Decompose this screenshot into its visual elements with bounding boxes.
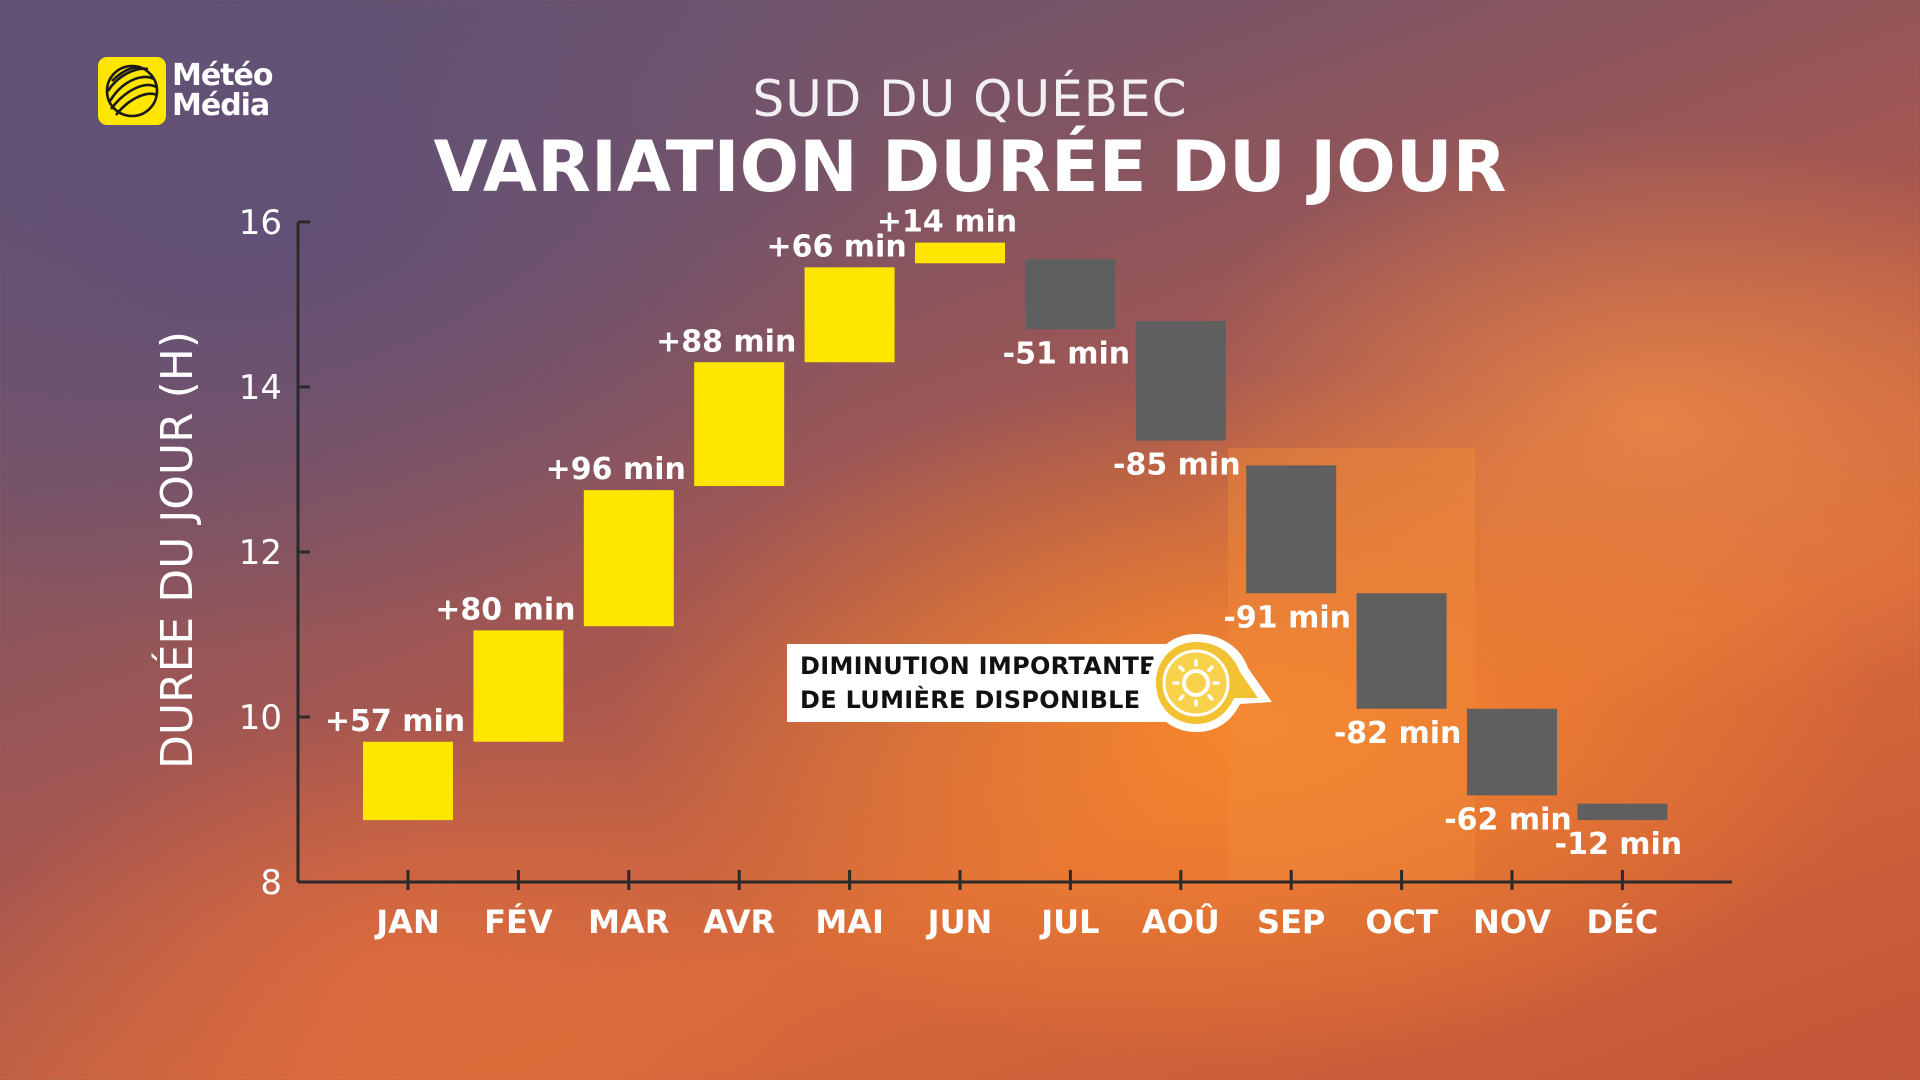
bar-5	[804, 267, 895, 363]
bar-value-label: -62 min	[1444, 802, 1572, 837]
y-tick-label: 12	[239, 533, 282, 573]
month-label: MAI	[815, 903, 884, 941]
chart-subtitle: SUD DU QUÉBEC	[752, 70, 1188, 128]
chart-title: VARIATION DURÉE DU JOUR	[433, 126, 1507, 208]
bar-9	[1246, 465, 1337, 594]
y-tick-label: 8	[260, 863, 282, 903]
month-label: FÉV	[484, 903, 553, 941]
bar-labels-group: +57 min +80 min +96 min +88 min +66 min+14 m…	[325, 205, 1682, 863]
callout-line-2: DE LUMIÈRE DISPONIBLE	[800, 686, 1141, 714]
bar-7	[1025, 259, 1116, 330]
month-label: NOV	[1473, 903, 1551, 941]
meteomedia-logo: Météo Média	[98, 57, 273, 125]
y-tick-label: 16	[239, 203, 282, 243]
month-label: AVR	[703, 903, 775, 941]
bar-value-label: +14 min	[877, 205, 1017, 240]
month-label: DÉC	[1586, 903, 1658, 941]
month-label: JUN	[926, 903, 993, 941]
bar-value-label: +88 min	[656, 324, 796, 359]
y-axis-label: DURÉE DU JOUR (H)	[150, 331, 203, 769]
bar-value-label: -91 min	[1223, 600, 1351, 635]
bar-8	[1135, 321, 1226, 441]
bar-6	[915, 242, 1005, 264]
month-label: JAN	[374, 903, 439, 941]
bar-11	[1467, 708, 1557, 796]
month-label: JUL	[1039, 903, 1099, 941]
brand-name: Météo Média	[172, 61, 273, 121]
bars-group	[363, 242, 1668, 821]
month-label: MAR	[588, 903, 669, 941]
globe-logo-icon	[98, 57, 166, 125]
bar-12	[1577, 803, 1668, 821]
bar-value-label: +66 min	[766, 229, 906, 264]
brand-line-2: Média	[172, 88, 270, 123]
y-tick-label: 10	[239, 698, 282, 738]
bar-value-label: +80 min	[435, 592, 575, 627]
x-ticks-group: JAN FÉV MAR AVR MAI JUN JUL AOÛ SEP OCT NOV DÉC	[374, 870, 1658, 941]
bar-3	[583, 490, 674, 627]
brand-line-1: Météo	[172, 58, 273, 93]
bar-10	[1356, 593, 1447, 709]
bar-value-label: -51 min	[1003, 336, 1131, 371]
bar-value-label: -12 min	[1555, 827, 1683, 862]
bar-value-label: +57 min	[325, 704, 465, 739]
y-tick-label: 14	[239, 368, 282, 408]
month-label: OCT	[1365, 903, 1438, 941]
month-label: SEP	[1257, 903, 1325, 941]
bar-value-label: +96 min	[546, 452, 686, 487]
bar-1	[363, 741, 453, 821]
callout-box: DIMINUTION IMPORTANTE DE LUMIÈRE DISPONI…	[787, 644, 1177, 722]
bar-value-label: -85 min	[1113, 448, 1241, 483]
callout-line-1: DIMINUTION IMPORTANTE	[800, 652, 1156, 680]
bar-value-label: -82 min	[1334, 716, 1462, 751]
bar-4	[694, 362, 785, 486]
y-ticks-group: 8 10 12 14 16	[239, 203, 310, 903]
bar-2	[473, 630, 564, 742]
sun-icon	[1148, 634, 1272, 732]
month-label: AOÛ	[1142, 902, 1220, 941]
